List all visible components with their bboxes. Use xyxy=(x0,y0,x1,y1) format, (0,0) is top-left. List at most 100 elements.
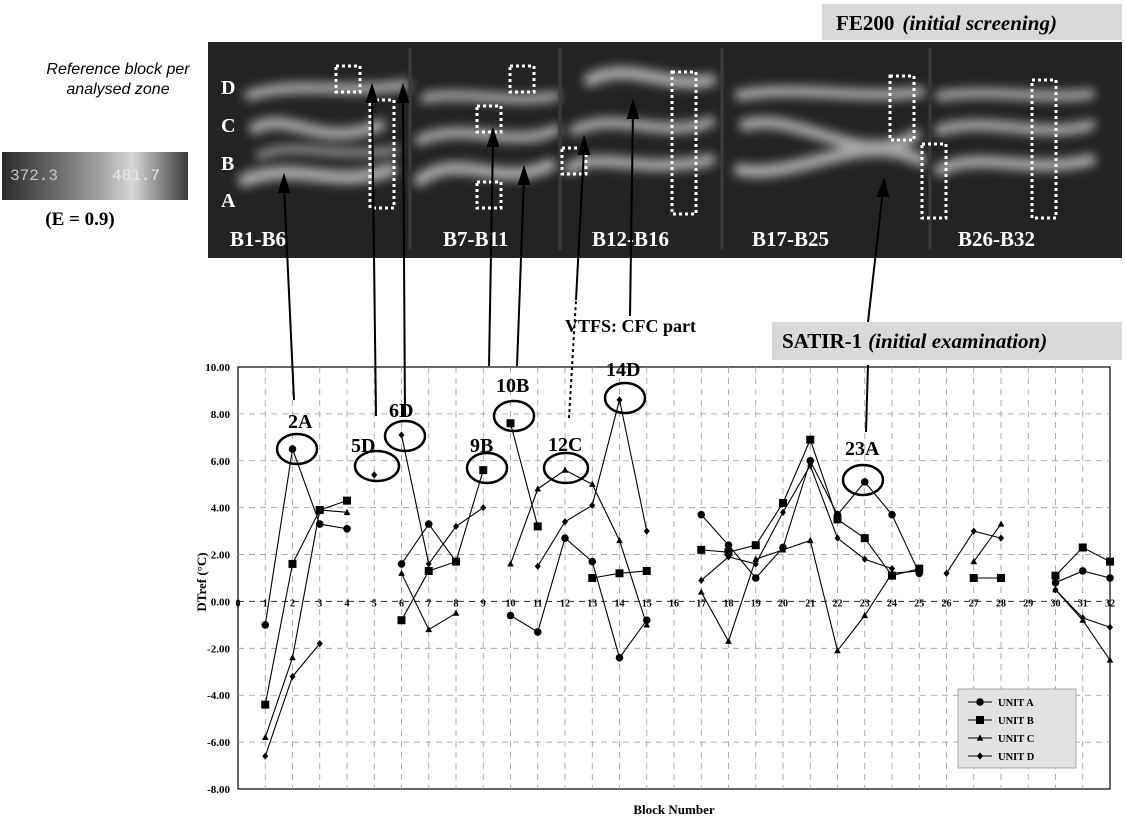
x-tick-label: 26 xyxy=(942,598,952,609)
data-point-unit-c xyxy=(534,485,542,492)
data-point-unit-b xyxy=(343,496,351,505)
data-point-unit-d xyxy=(889,565,895,573)
data-point-unit-d xyxy=(534,562,541,570)
data-point-unit-b xyxy=(833,515,842,524)
zone-label-b26-b32: B26-B32 xyxy=(958,227,1035,251)
y-tick-label: 8.00 xyxy=(211,409,231,421)
data-point-unit-d xyxy=(371,471,378,479)
data-point-unit-d xyxy=(780,508,786,516)
data-point-unit-a xyxy=(724,541,733,549)
series-line-unit-a xyxy=(510,537,648,659)
data-point-unit-c xyxy=(343,508,351,515)
x-tick-label: 15 xyxy=(642,598,652,609)
series-line-unit-c xyxy=(509,469,648,626)
data-point-unit-a xyxy=(615,653,624,662)
data-point-unit-a xyxy=(343,524,351,533)
series-line-unit-b xyxy=(401,469,484,621)
data-point-unit-b xyxy=(506,419,515,428)
callout-2a: 2A xyxy=(288,411,313,433)
x-tick-label: 14 xyxy=(615,598,625,609)
x-tick-label: 7 xyxy=(426,598,431,609)
data-point-unit-b xyxy=(479,466,488,475)
data-point-unit-d xyxy=(589,501,596,509)
x-tick-label: 25 xyxy=(914,598,924,609)
data-point-unit-a xyxy=(642,616,651,624)
data-point-unit-c xyxy=(643,621,651,628)
callout-6d: 6D xyxy=(389,400,413,422)
legend-label-unit-c: UNIT C xyxy=(998,734,1034,745)
data-point-unit-d xyxy=(698,576,705,584)
x-tick-label: 17 xyxy=(696,598,706,609)
data-point-unit-c xyxy=(588,480,596,487)
legend: UNIT A UNIT B UNIT C UNIT D xyxy=(957,688,1077,769)
y-tick-label: 0.00 xyxy=(211,596,231,608)
x-tick-label: 27 xyxy=(969,598,979,609)
data-point-unit-c xyxy=(806,536,814,544)
data-point-unit-d xyxy=(1107,623,1113,631)
zone-label-b17-b25: B17-B25 xyxy=(752,227,829,251)
x-tick-label: 31 xyxy=(1078,598,1088,609)
legend-marker-unit-c xyxy=(976,734,984,741)
legend-marker-unit-a xyxy=(976,698,984,706)
fe200-banner xyxy=(822,4,1122,40)
y-tick-label: -6.00 xyxy=(207,737,230,749)
series-line-unit-d xyxy=(700,464,893,581)
colorbar-min: 372.3 xyxy=(10,167,58,185)
x-tick-label: 23 xyxy=(860,598,870,609)
data-point-unit-a xyxy=(1078,567,1087,575)
data-point-unit-c xyxy=(752,555,760,562)
x-axis: 0 1 2 3 4 5 6 7 8 9 10 11 12 13 14 15 16 17 18 19 20 21 22 23 24… xyxy=(236,598,1116,609)
data-point-unit-d xyxy=(1052,586,1059,594)
data-point-unit-a xyxy=(1051,578,1060,587)
data-point-unit-d xyxy=(262,752,269,760)
data-point-unit-c xyxy=(861,611,869,619)
data-point-unit-b xyxy=(697,545,706,554)
data-point-unit-a xyxy=(315,520,324,528)
series-line-unit-b xyxy=(264,500,348,705)
callouts: 2A 5D 6D 9B 10B 12C 14D 23A xyxy=(275,359,885,497)
y-tick-label: 2.00 xyxy=(211,550,231,562)
data-point-unit-a xyxy=(751,574,760,582)
series-line-unit-c xyxy=(973,523,1002,562)
legend-label-unit-a: UNIT A xyxy=(998,698,1034,709)
satir-banner xyxy=(772,322,1122,360)
x-tick-label: 11 xyxy=(533,598,542,609)
x-tick-label: 12 xyxy=(560,598,570,609)
x-tick-label: 1 xyxy=(263,598,268,609)
data-point-unit-d xyxy=(643,527,650,535)
data-point-unit-b xyxy=(969,574,978,582)
data-point-unit-a xyxy=(806,456,815,465)
legend-label-unit-d: UNIT D xyxy=(998,752,1035,763)
colorbar xyxy=(2,152,188,200)
data-point-unit-d xyxy=(453,522,459,531)
data-point-unit-b xyxy=(261,700,270,709)
x-tick-label: 3 xyxy=(317,598,322,609)
data-point-unit-b xyxy=(1106,557,1114,566)
data-point-unit-c xyxy=(425,625,433,633)
ir-thermography-image xyxy=(208,42,1122,258)
data-point-unit-a xyxy=(397,560,406,568)
data-point-unit-d xyxy=(398,431,405,439)
series-line-unit-b xyxy=(509,423,539,527)
legend-marker-unit-b xyxy=(976,716,984,724)
data-point-unit-a xyxy=(506,611,515,620)
x-tick-label: 32 xyxy=(1105,598,1115,609)
data-point-unit-b xyxy=(615,569,624,578)
x-tick-label: 16 xyxy=(669,598,679,609)
data-point-unit-d xyxy=(725,553,732,561)
data-point-unit-b xyxy=(1078,543,1087,552)
x-tick-label: 22 xyxy=(833,598,843,609)
data-point-unit-a xyxy=(561,534,569,542)
data-point-unit-a xyxy=(1106,574,1114,582)
data-point-unit-a xyxy=(533,628,542,636)
series-line-unit-d xyxy=(400,434,484,566)
x-tick-label: 2 xyxy=(290,598,295,609)
data-point-unit-c xyxy=(1106,656,1114,663)
data-point-unit-c xyxy=(289,654,296,661)
data-point-unit-d xyxy=(616,396,623,404)
data-point-unit-a xyxy=(288,445,297,453)
x-tick-label: 29 xyxy=(1023,598,1033,609)
emissivity-label: (E = 0.9) xyxy=(45,209,114,230)
x-axis-title: Block Number xyxy=(633,802,714,817)
